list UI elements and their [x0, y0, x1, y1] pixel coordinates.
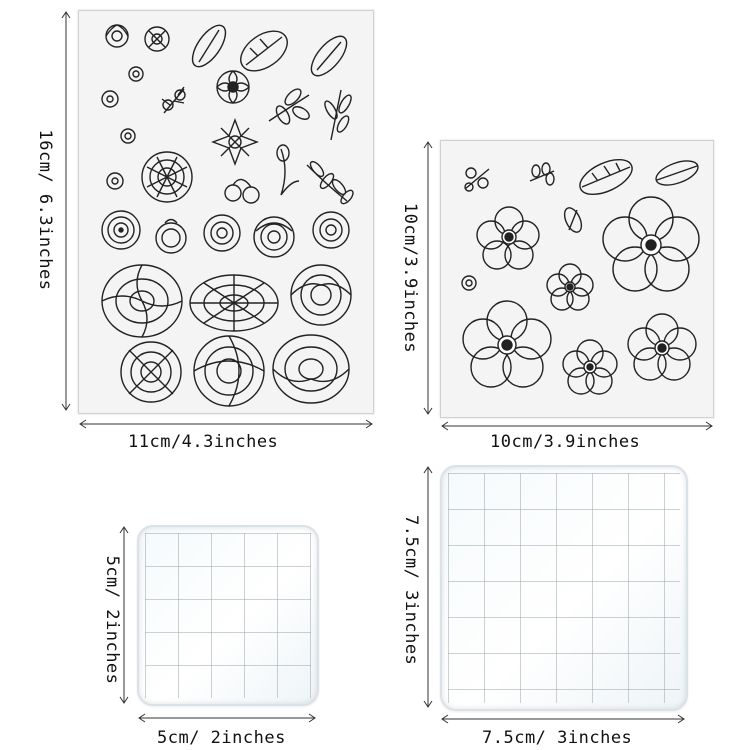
sheet2-height-label: 10cm/3.9inches — [400, 202, 420, 354]
dimension-line-sheet1-width — [79, 419, 373, 429]
dimension-line-block1-height — [119, 526, 129, 704]
block2-width-label: 7.5cm/ 3inches — [482, 728, 633, 748]
sheet1-height-label: 16cm/ 6.3inches — [35, 129, 55, 291]
dimension-line-sheet2-height — [423, 141, 433, 415]
acrylic-block-small — [137, 525, 319, 706]
dimension-line-block2-width — [441, 714, 685, 724]
dimension-line-block2-height — [423, 466, 433, 708]
dimension-line-sheet2-width — [441, 421, 713, 431]
stamp-sheet-large-art — [101, 24, 354, 407]
stamp-sheet-large — [78, 10, 374, 414]
block1-height-label: 5cm/ 2inches — [102, 555, 122, 685]
block2-height-label: 7.5cm/ 3inches — [401, 515, 421, 666]
dimension-line-sheet1-height — [61, 11, 71, 411]
block-small-grid — [145, 533, 311, 698]
stamp-sheet-small — [440, 140, 714, 418]
block1-width-label: 5cm/ 2inches — [157, 728, 286, 748]
block-large-grid — [448, 473, 680, 703]
sheet1-width-label: 11cm/4.3inches — [128, 432, 279, 452]
stamp-sheet-small-art — [461, 158, 700, 395]
acrylic-block-large — [440, 465, 688, 711]
dimension-line-block1-width — [138, 713, 316, 723]
sheet2-width-label: 10cm/3.9inches — [490, 432, 641, 452]
